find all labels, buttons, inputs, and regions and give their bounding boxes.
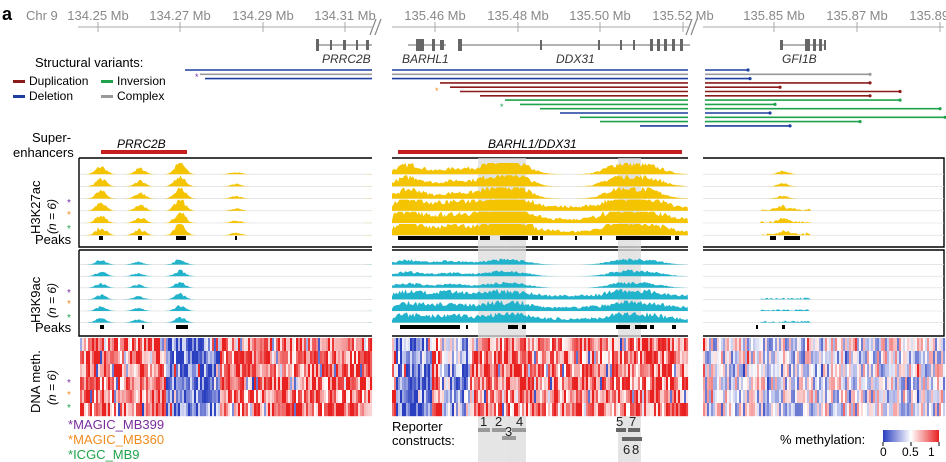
sv-legend-inversion: Inversion bbox=[117, 74, 166, 88]
reporter-num-4: 4 bbox=[516, 414, 523, 429]
gene-label-gfi1b: GFI1B bbox=[782, 52, 817, 66]
signal-tracks bbox=[80, 163, 944, 329]
svg-text:*: * bbox=[67, 313, 71, 324]
reporter-num-5: 5 bbox=[616, 414, 623, 429]
coord-tick-label: 134.31 Mb bbox=[314, 8, 375, 23]
svg-text:*: * bbox=[67, 210, 71, 221]
coord-tick-label: 135.50 Mb bbox=[569, 8, 630, 23]
sv-legend-duplication: Duplication bbox=[29, 74, 88, 88]
sample-mb399: *MAGIC_MB399 bbox=[68, 417, 164, 432]
sample-legend: *MAGIC_MB399 *MAGIC_MB360 *ICGC_MB9 bbox=[68, 417, 164, 462]
methylation-tick-1: 1 bbox=[928, 445, 935, 459]
chromosome-label: Chr 9 bbox=[26, 8, 58, 23]
dna-methylation-n: (n = 6) bbox=[45, 370, 59, 405]
reporter-num-7: 7 bbox=[629, 414, 636, 429]
sv-legend-complex: Complex bbox=[117, 89, 164, 103]
superenhancer-label-line2: enhancers bbox=[13, 145, 74, 160]
panel-label: a bbox=[2, 4, 13, 24]
svg-text:*: * bbox=[500, 102, 504, 112]
reporter-construct-6 bbox=[622, 437, 632, 441]
reporter-construct-4 bbox=[512, 428, 526, 432]
inversion-swatch bbox=[101, 80, 113, 83]
structural-variant-lines: * * * bbox=[185, 68, 946, 128]
superenhancer-name-prrc2b: PRRC2B bbox=[117, 137, 166, 151]
svg-text:*: * bbox=[435, 86, 439, 96]
sample-markers: *** *** *** bbox=[67, 198, 71, 414]
sv-legend: Structural variants: Duplication Inversi… bbox=[13, 55, 166, 103]
sample-mb360: *MAGIC_MB360 bbox=[68, 432, 164, 447]
gene-label-ddx31: DDX31 bbox=[556, 52, 595, 66]
h3k27ac-label: H3K27ac bbox=[28, 180, 43, 234]
sample-icgc-mb9: *ICGC_MB9 bbox=[68, 447, 140, 462]
superenhancer-name-barhl1-ddx31: BARHL1/DDX31 bbox=[488, 137, 577, 151]
reporter-num-6: 6 bbox=[623, 442, 630, 457]
reporter-construct-5 bbox=[616, 428, 626, 432]
methylation-legend: % methylation: 0 0.5 1 bbox=[780, 430, 940, 459]
coord-tick-label: 135.46 Mb bbox=[404, 8, 465, 23]
methylation-tick-0: 0 bbox=[880, 445, 887, 459]
coord-tick-label: 135.52 Mb bbox=[652, 8, 713, 23]
svg-text:*: * bbox=[67, 403, 71, 414]
sv-legend-title: Structural variants: bbox=[35, 55, 143, 70]
peaks-label-h3k27ac: Peaks bbox=[35, 232, 72, 247]
svg-text:*: * bbox=[67, 299, 71, 310]
svg-text:*: * bbox=[195, 72, 199, 82]
coord-tick-label: 135.85 Mb bbox=[743, 8, 804, 23]
peaks-label-h3k9ac: Peaks bbox=[35, 320, 72, 335]
reporter-num-2: 2 bbox=[495, 414, 502, 429]
complex-swatch bbox=[101, 95, 113, 98]
axis-break bbox=[369, 18, 698, 36]
gene-label-prrc2b: PRRC2B bbox=[322, 52, 371, 66]
superenhancer-bar-prrc2b bbox=[101, 150, 187, 154]
coord-tick-label: 134.27 Mb bbox=[149, 8, 210, 23]
coord-tick-label: 134.29 Mb bbox=[232, 8, 293, 23]
methylation-legend-title: % methylation: bbox=[780, 432, 865, 447]
reporter-construct-7 bbox=[628, 428, 640, 432]
superenhancer-label-line1: Super- bbox=[32, 130, 71, 145]
coord-tick-label: 135.48 Mb bbox=[487, 8, 548, 23]
gene-gfi1b-exons bbox=[780, 39, 826, 51]
reporter-num-8: 8 bbox=[632, 442, 639, 457]
coordinate-axis: 134.25 Mb 134.27 Mb 134.29 Mb 134.31 Mb 135.… bbox=[67, 8, 946, 36]
svg-text:*: * bbox=[67, 288, 71, 299]
h3k9ac-label: H3K9ac bbox=[28, 276, 43, 323]
gene-label-barhl1: BARHL1 bbox=[402, 52, 449, 66]
gene-prrc2b-exons bbox=[316, 39, 369, 51]
coord-tick-label: 134.25 Mb bbox=[67, 8, 128, 23]
reporter-num-1: 1 bbox=[480, 414, 487, 429]
deletion-swatch bbox=[13, 95, 25, 98]
coord-tick-label: 135.87 Mb bbox=[826, 8, 887, 23]
svg-text:*: * bbox=[67, 224, 71, 235]
svg-text:*: * bbox=[67, 198, 71, 209]
methylation-tick-half: 0.5 bbox=[902, 445, 919, 459]
reporter-construct-2 bbox=[492, 428, 506, 432]
gene-ddx31-exons bbox=[458, 39, 683, 51]
sv-legend-deletion: Deletion bbox=[29, 89, 73, 103]
duplication-swatch bbox=[13, 80, 25, 83]
reporter-construct-1 bbox=[478, 428, 490, 432]
svg-text:*: * bbox=[67, 378, 71, 389]
gene-models: PRRC2B BARHL1 DDX31 GFI1B bbox=[316, 39, 826, 66]
reporter-construct-3 bbox=[502, 436, 516, 440]
reporter-constructs: Reporter constructs: 1 2 3 4 5 7 6 8 bbox=[392, 414, 642, 457]
reporter-label-line1: Reporter bbox=[392, 419, 443, 434]
reporter-construct-8 bbox=[632, 437, 642, 441]
methylation-colorbar bbox=[883, 430, 939, 442]
superenhancer-bar-barhl1-ddx31 bbox=[398, 150, 682, 154]
dna-methylation-heatmap bbox=[80, 338, 946, 417]
h3k9ac-n: (n = 6) bbox=[45, 283, 59, 318]
svg-text:*: * bbox=[67, 390, 71, 401]
dna-methylation-label: DNA meth. bbox=[28, 350, 43, 413]
coord-tick-label: 135.89 Mb bbox=[909, 8, 946, 23]
reporter-num-3: 3 bbox=[505, 424, 512, 439]
gene-barhl1-exons bbox=[416, 39, 444, 51]
h3k27ac-n: (n = 6) bbox=[45, 199, 59, 234]
reporter-label-line2: constructs: bbox=[392, 433, 455, 448]
